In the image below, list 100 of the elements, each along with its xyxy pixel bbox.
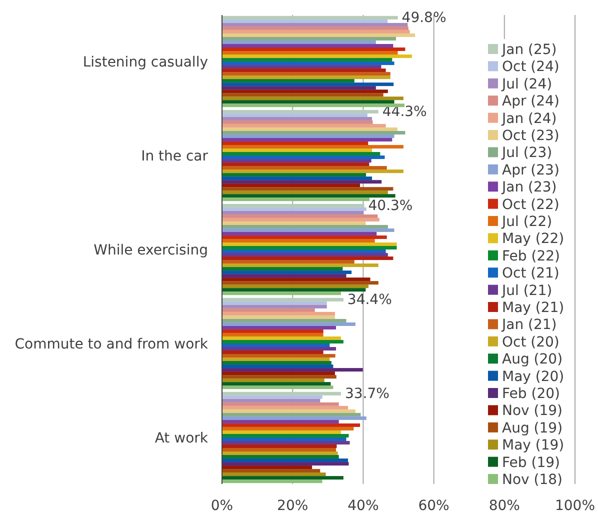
bar	[222, 420, 339, 424]
legend-label: Jul (24)	[501, 76, 552, 92]
bar	[222, 455, 339, 459]
bar	[222, 308, 315, 312]
bar	[222, 462, 349, 466]
bar	[222, 264, 378, 268]
y-tick-label: In the car	[141, 148, 208, 165]
x-tick-label: 80%	[488, 498, 520, 512]
bar	[222, 100, 394, 104]
bar	[222, 68, 386, 72]
bar	[222, 392, 341, 396]
bar	[222, 444, 337, 448]
bar	[222, 228, 394, 232]
legend-label: May (21)	[502, 300, 564, 316]
bar	[222, 284, 368, 288]
bar	[222, 26, 408, 30]
bar	[222, 110, 378, 114]
legend-label: Jan (25)	[501, 42, 557, 58]
bar	[222, 134, 394, 138]
bar	[222, 62, 394, 66]
bar	[222, 409, 356, 413]
legend-label: Jan (24)	[501, 110, 557, 127]
legend-label: May (19)	[502, 438, 564, 454]
bar	[222, 76, 390, 80]
bar	[222, 93, 384, 97]
bar	[222, 372, 335, 376]
bar	[222, 65, 382, 69]
bar	[222, 194, 396, 198]
legend-label: Feb (20)	[502, 386, 560, 402]
data-label: 40.3%	[368, 198, 413, 214]
legend-label: Jan (21)	[501, 317, 557, 334]
bar	[222, 190, 388, 194]
bar	[222, 16, 398, 20]
bar	[222, 412, 361, 416]
legend-label: Oct (23)	[502, 128, 560, 144]
bar	[222, 156, 385, 160]
bar	[222, 36, 396, 40]
data-label: 34.4%	[347, 292, 392, 308]
bar	[222, 232, 377, 236]
bar	[222, 423, 360, 427]
legend-label: Nov (18)	[502, 472, 563, 488]
data-label: 44.3%	[382, 104, 427, 120]
bar	[222, 312, 335, 316]
bar	[222, 270, 352, 274]
bar	[222, 176, 372, 180]
legend-label: May (20)	[502, 368, 564, 385]
bar	[222, 86, 376, 90]
bar	[222, 448, 336, 452]
legend-label: Apr (23)	[502, 162, 560, 178]
bar	[222, 301, 327, 305]
bar	[222, 54, 412, 58]
bar	[222, 278, 370, 282]
bar	[222, 472, 326, 476]
bar	[222, 224, 388, 228]
bar	[222, 375, 336, 379]
legend-label: Jan (23)	[501, 180, 557, 196]
bar	[222, 48, 406, 52]
bar	[222, 253, 388, 257]
legend-label: Aug (19)	[502, 420, 563, 436]
bar	[222, 281, 378, 285]
bar	[222, 44, 394, 48]
bar	[222, 127, 398, 131]
bar	[222, 170, 404, 174]
bar	[222, 364, 334, 368]
bar	[222, 166, 387, 170]
bar	[222, 382, 331, 386]
bar	[222, 218, 380, 222]
legend-label: Nov (19)	[502, 403, 563, 420]
bar	[222, 250, 386, 254]
bar	[222, 33, 416, 37]
bar	[222, 434, 349, 438]
bar	[222, 214, 378, 218]
bar	[222, 368, 363, 372]
bar	[222, 130, 406, 134]
bar	[222, 256, 394, 260]
bar	[222, 120, 373, 124]
bar	[222, 144, 404, 148]
bar	[222, 430, 341, 434]
bar	[222, 292, 341, 296]
bar	[222, 58, 392, 62]
bar	[222, 416, 366, 420]
bar	[222, 361, 332, 365]
bar	[222, 406, 348, 410]
legend-label: Jul (21)	[501, 282, 552, 299]
bar	[222, 173, 366, 177]
bar	[222, 386, 334, 390]
bar	[222, 346, 336, 350]
bar	[222, 336, 341, 340]
bar	[222, 322, 356, 326]
bar	[222, 82, 394, 86]
bar	[222, 72, 390, 76]
bar	[222, 332, 324, 336]
x-tick-label: 20%	[277, 498, 308, 512]
bar	[222, 440, 350, 444]
bar	[222, 395, 322, 399]
x-tick-label: 0%	[210, 498, 234, 512]
bar	[222, 274, 346, 278]
bar	[222, 152, 380, 156]
bar	[222, 187, 394, 191]
bar	[222, 207, 366, 211]
